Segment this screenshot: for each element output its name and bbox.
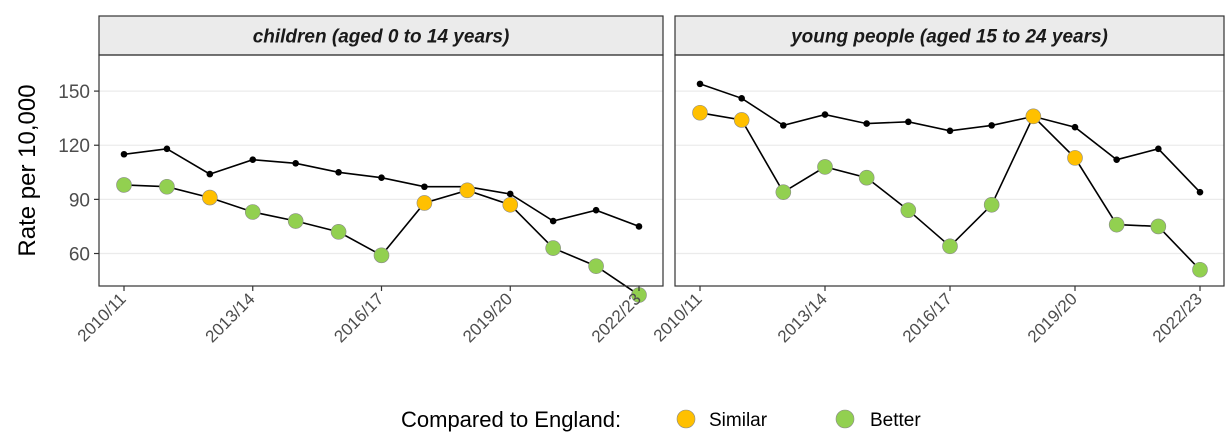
x-tick-label: 2019/20 bbox=[459, 289, 516, 346]
data-point-compared bbox=[116, 177, 132, 193]
data-point-black bbox=[988, 122, 995, 129]
data-point-compared bbox=[858, 169, 875, 186]
data-point-compared bbox=[459, 182, 476, 199]
data-point-black bbox=[635, 223, 643, 230]
data-point-compared bbox=[588, 258, 604, 274]
x-tick-label: 2016/17 bbox=[899, 289, 956, 346]
data-point-black bbox=[905, 118, 912, 126]
data-point-compared bbox=[244, 204, 261, 220]
panel-strip bbox=[674, 15, 1225, 56]
data-point-black bbox=[1071, 123, 1079, 131]
series-line bbox=[123, 184, 640, 296]
data-point-compared bbox=[416, 195, 433, 211]
data-point-black bbox=[821, 111, 829, 118]
y-tick-label: 90 bbox=[69, 190, 90, 211]
data-point-black bbox=[946, 127, 954, 135]
data-point-black bbox=[120, 150, 128, 158]
data-point-black bbox=[863, 120, 870, 127]
data-point-black bbox=[780, 122, 787, 129]
legend-label: Better bbox=[870, 410, 921, 431]
data-point-black bbox=[163, 145, 171, 153]
x-tick-label: 2010/11 bbox=[74, 289, 130, 345]
data-point-black bbox=[249, 156, 257, 163]
panel-title: young people (aged 15 to 24 years) bbox=[790, 27, 1108, 48]
data-point-black bbox=[1196, 188, 1204, 196]
data-point-compared bbox=[373, 247, 390, 264]
data-point-black bbox=[335, 169, 342, 176]
data-point-compared bbox=[817, 159, 833, 175]
x-tick-label: 2013/14 bbox=[202, 289, 259, 346]
x-tick-label: 2022/23 bbox=[1149, 289, 1206, 346]
data-point-black bbox=[696, 80, 704, 88]
data-point-black bbox=[1113, 156, 1120, 163]
data-point-black bbox=[206, 170, 214, 178]
data-point-compared bbox=[983, 196, 1000, 213]
data-point-black bbox=[592, 206, 600, 214]
series-line bbox=[123, 147, 640, 228]
data-point-black bbox=[421, 183, 428, 191]
data-point-black bbox=[506, 190, 514, 198]
data-point-compared bbox=[733, 112, 750, 128]
data-point-compared bbox=[330, 224, 347, 240]
panel-title: children (aged 0 to 14 years) bbox=[253, 27, 510, 48]
data-point-compared bbox=[692, 104, 708, 121]
data-point-compared bbox=[1192, 261, 1208, 278]
data-point-compared bbox=[159, 178, 175, 195]
data-point-compared bbox=[775, 184, 792, 200]
data-point-compared bbox=[502, 196, 519, 213]
legend-swatch bbox=[835, 409, 855, 429]
y-tick-label: 120 bbox=[58, 136, 90, 157]
data-point-compared bbox=[942, 238, 958, 255]
series-line bbox=[699, 83, 1201, 193]
legend-label: Similar bbox=[709, 410, 768, 431]
data-point-compared bbox=[202, 189, 218, 206]
y-tick-label: 150 bbox=[58, 82, 90, 103]
data-point-compared bbox=[1025, 108, 1042, 125]
panel-strip bbox=[98, 15, 664, 56]
y-axis-label: Rate per 10,000 bbox=[14, 84, 41, 256]
data-point-black bbox=[738, 95, 745, 102]
data-point-compared bbox=[1150, 218, 1167, 235]
x-tick-label: 2016/17 bbox=[330, 289, 387, 346]
x-tick-label: 2019/20 bbox=[1024, 289, 1081, 346]
x-tick-label: 2010/11 bbox=[650, 289, 706, 345]
data-point-black bbox=[1155, 145, 1162, 153]
data-point-black bbox=[292, 159, 299, 167]
data-point-compared bbox=[287, 213, 304, 229]
data-point-compared bbox=[1108, 216, 1125, 233]
data-point-black bbox=[549, 217, 557, 225]
data-point-black bbox=[378, 174, 385, 182]
legend-title: Compared to England: bbox=[401, 407, 621, 432]
data-point-compared bbox=[1067, 150, 1083, 166]
data-point-compared bbox=[545, 240, 561, 256]
y-tick-label: 60 bbox=[69, 245, 90, 266]
legend-swatch bbox=[676, 409, 696, 429]
data-point-compared bbox=[900, 202, 917, 219]
x-tick-label: 2013/14 bbox=[774, 289, 831, 346]
x-tick-label: 2022/23 bbox=[588, 289, 645, 346]
